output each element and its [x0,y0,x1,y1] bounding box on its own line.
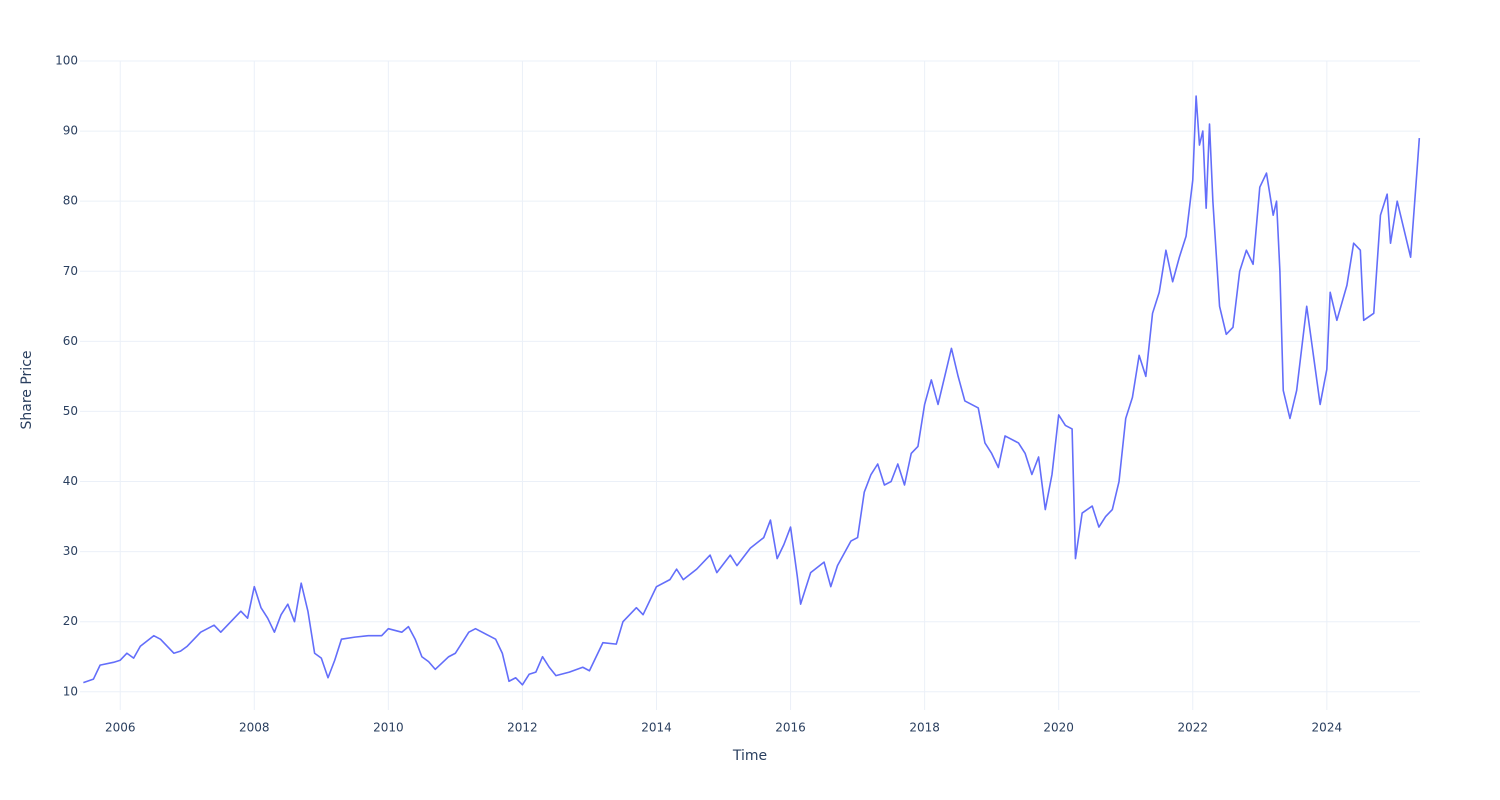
y-tick-label: 90 [63,124,78,138]
x-tick-label: 2014 [641,721,672,735]
y-tick-label: 100 [55,54,78,68]
x-tick-label: 2006 [105,721,136,735]
x-tick-label: 2022 [1177,721,1208,735]
y-tick-label: 80 [63,194,78,208]
y-tick-label: 10 [63,684,78,698]
price-line [83,95,1421,686]
x-axis-title: Time [732,748,767,764]
y-tick-label: 40 [63,474,78,488]
x-tick-label: 2016 [775,721,806,735]
y-tick-label: 50 [63,404,78,418]
y-tick-label: 70 [63,264,78,278]
x-tick-label: 2012 [507,721,538,735]
x-tick-label: 2018 [909,721,940,735]
y-tick-label: 30 [63,544,78,558]
x-tick-label: 2010 [373,721,404,735]
x-tick-label: 2024 [1312,721,1343,735]
y-tick-label: 20 [63,614,78,628]
y-tick-label: 60 [63,334,78,348]
y-axis-title: Share Price [19,350,35,429]
x-tick-label: 2008 [239,721,270,735]
x-tick-label: 2020 [1043,721,1074,735]
